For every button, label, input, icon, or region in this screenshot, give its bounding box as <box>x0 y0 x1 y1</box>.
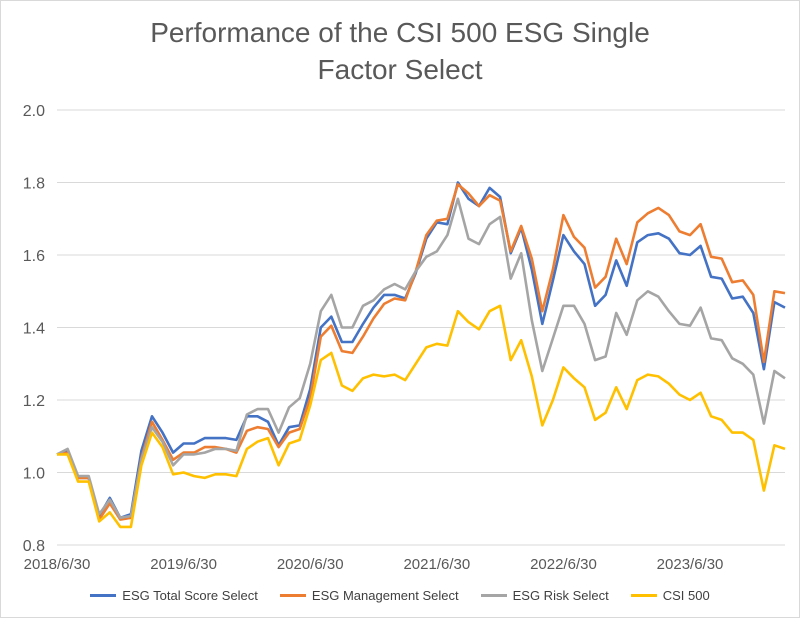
y-tick-label: 1.2 <box>23 393 45 410</box>
chart-title-line-2: Factor Select <box>317 54 483 85</box>
y-tick-label: 1.8 <box>23 176 45 193</box>
x-tick-label: 2019/6/30 <box>150 556 217 573</box>
chart-title-line-1: Performance of the CSI 500 ESG Single <box>150 17 650 48</box>
y-tick-label: 0.8 <box>23 538 45 555</box>
y-axis-ticks: 0.8 1.0 1.2 1.4 1.6 1.8 2.0 <box>23 103 45 555</box>
legend-swatch <box>480 594 507 597</box>
legend-swatch <box>90 594 117 597</box>
legend-label: ESG Management Select <box>311 588 459 603</box>
series-line-1 <box>56 181 786 520</box>
y-tick-label: 1.0 <box>23 466 45 483</box>
y-tick-label: 1.4 <box>23 321 45 338</box>
legend-item: ESG Management Select <box>279 588 459 603</box>
gridlines <box>57 109 785 546</box>
series-line-4 <box>57 304 786 529</box>
legend-item: CSI 500 <box>630 588 710 603</box>
y-tick-label: 1.6 <box>23 248 45 265</box>
x-tick-label: 2021/6/30 <box>403 556 470 573</box>
line-chart: 0.8 1.0 1.2 1.4 1.6 1.8 2.0 2018/6/30 2019/6/30… <box>23 103 786 573</box>
legend-item: ESG Risk Select <box>480 588 609 603</box>
y-tick-label: 2.0 <box>23 103 45 120</box>
x-axis-ticks: 2018/6/30 2019/6/30 2020/6/30 2021/6/30 2022… <box>24 556 724 573</box>
legend-label: ESG Total Score Select <box>122 588 258 603</box>
legend-item: ESG Total Score Select <box>90 588 258 603</box>
chart-title: Performance of the CSI 500 ESG Single Fa… <box>0 14 800 88</box>
series-line-3 <box>56 197 786 520</box>
chart-legend: ESG Total Score Select ESG Management Sel… <box>0 588 800 603</box>
x-tick-label: 2020/6/30 <box>277 556 344 573</box>
legend-swatch <box>279 594 306 597</box>
legend-swatch <box>630 594 657 597</box>
legend-label: ESG Risk Select <box>512 588 609 603</box>
x-tick-label: 2023/6/30 <box>657 556 724 573</box>
x-tick-label: 2018/6/30 <box>24 556 91 573</box>
x-tick-label: 2022/6/30 <box>530 556 597 573</box>
series-lines <box>56 181 786 529</box>
series-line-2 <box>56 183 786 521</box>
legend-label: CSI 500 <box>662 588 710 603</box>
